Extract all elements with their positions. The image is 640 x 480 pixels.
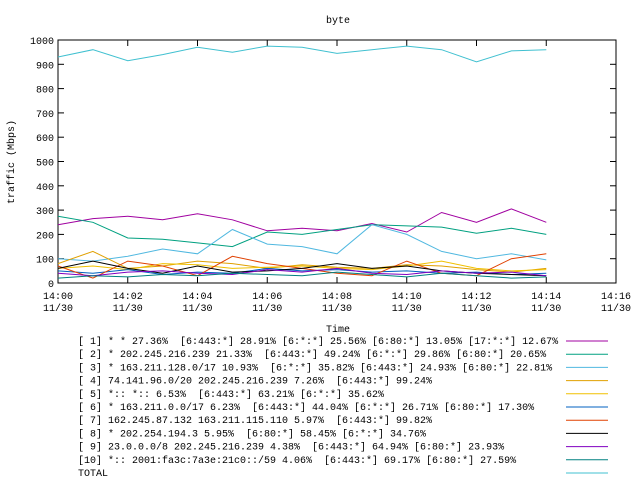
x-tick-label: 14:06 [252, 292, 282, 303]
series-line [57, 215, 547, 248]
y-tick-label: 200 [36, 231, 54, 242]
x-tick-label: 14:08 [322, 292, 352, 303]
legend-label: [ 6] * 163.211.0.0/17 6.23% [6:443:*] 44… [78, 402, 534, 414]
y-tick-label: 1000 [30, 37, 54, 48]
legend-label: [ 7] 162.245.87.132 163.211.115.110 5.97… [78, 415, 432, 427]
y-tick-label: 900 [36, 61, 54, 72]
legend-label: TOTAL [78, 469, 108, 480]
x-tick-date: 11/30 [392, 303, 422, 315]
x-tick-label: 14:04 [182, 292, 212, 303]
chart-title: byte [326, 15, 350, 27]
x-tick-date: 11/30 [252, 303, 282, 315]
y-tick-label: 0 [48, 280, 54, 291]
legend-label: [ 1] * * 27.36% [6:443:*] 28.91% [6:*:*]… [78, 336, 558, 348]
series-line [57, 224, 547, 262]
y-tick-label: 100 [36, 256, 54, 267]
legend-label: [10] *:: 2001:fa3c:7a3e:21c0::/59 4.06% … [78, 455, 516, 467]
series-line [57, 271, 547, 279]
x-tick-date: 11/30 [601, 303, 631, 315]
x-tick-label: 14:02 [113, 292, 143, 303]
legend-label: [ 5] *:: *:: 6.53% [6:443:*] 63.21% [6:*… [78, 389, 384, 401]
y-tick-label: 400 [36, 183, 54, 194]
x-tick-date: 11/30 [182, 303, 212, 315]
y-tick-label: 600 [36, 134, 54, 145]
y-tick-label: 700 [36, 110, 54, 121]
series-line [57, 45, 547, 63]
legend-label: [ 8] * 202.254.194.3 5.95% [6:80:*] 58.4… [78, 428, 426, 440]
x-tick-label: 14:00 [43, 292, 73, 303]
series-line [57, 208, 547, 233]
y-tick-label: 300 [36, 207, 54, 218]
y-tick-label: 500 [36, 159, 54, 170]
x-tick-date: 11/30 [322, 303, 352, 315]
y-axis-label: traffic (Mbps) [6, 120, 18, 204]
x-tick-date: 11/30 [461, 303, 491, 315]
series-line [57, 260, 547, 272]
legend-label: [ 4] 74.141.96.0/20 202.245.216.239 7.26… [78, 376, 432, 388]
legend-label: [ 9] 23.0.0.0/8 202.245.216.239 4.38% [6… [78, 442, 504, 454]
legend-label: [ 3] * 163.211.128.0/17 10.93% [6:*:*] 3… [78, 362, 552, 374]
x-tick-date: 11/30 [113, 303, 143, 315]
x-tick-date: 11/30 [531, 303, 561, 315]
x-tick-label: 14:16 [601, 292, 631, 303]
series-line [57, 267, 547, 277]
x-tick-label: 14:10 [392, 292, 422, 303]
x-tick-date: 11/30 [43, 303, 73, 315]
y-tick-label: 800 [36, 86, 54, 97]
x-axis-label: Time [326, 324, 350, 336]
legend-label: [ 2] * 202.245.216.239 21.33% [6:443:*] … [78, 349, 546, 361]
x-tick-label: 14:14 [531, 292, 561, 303]
x-tick-label: 14:12 [461, 292, 491, 303]
